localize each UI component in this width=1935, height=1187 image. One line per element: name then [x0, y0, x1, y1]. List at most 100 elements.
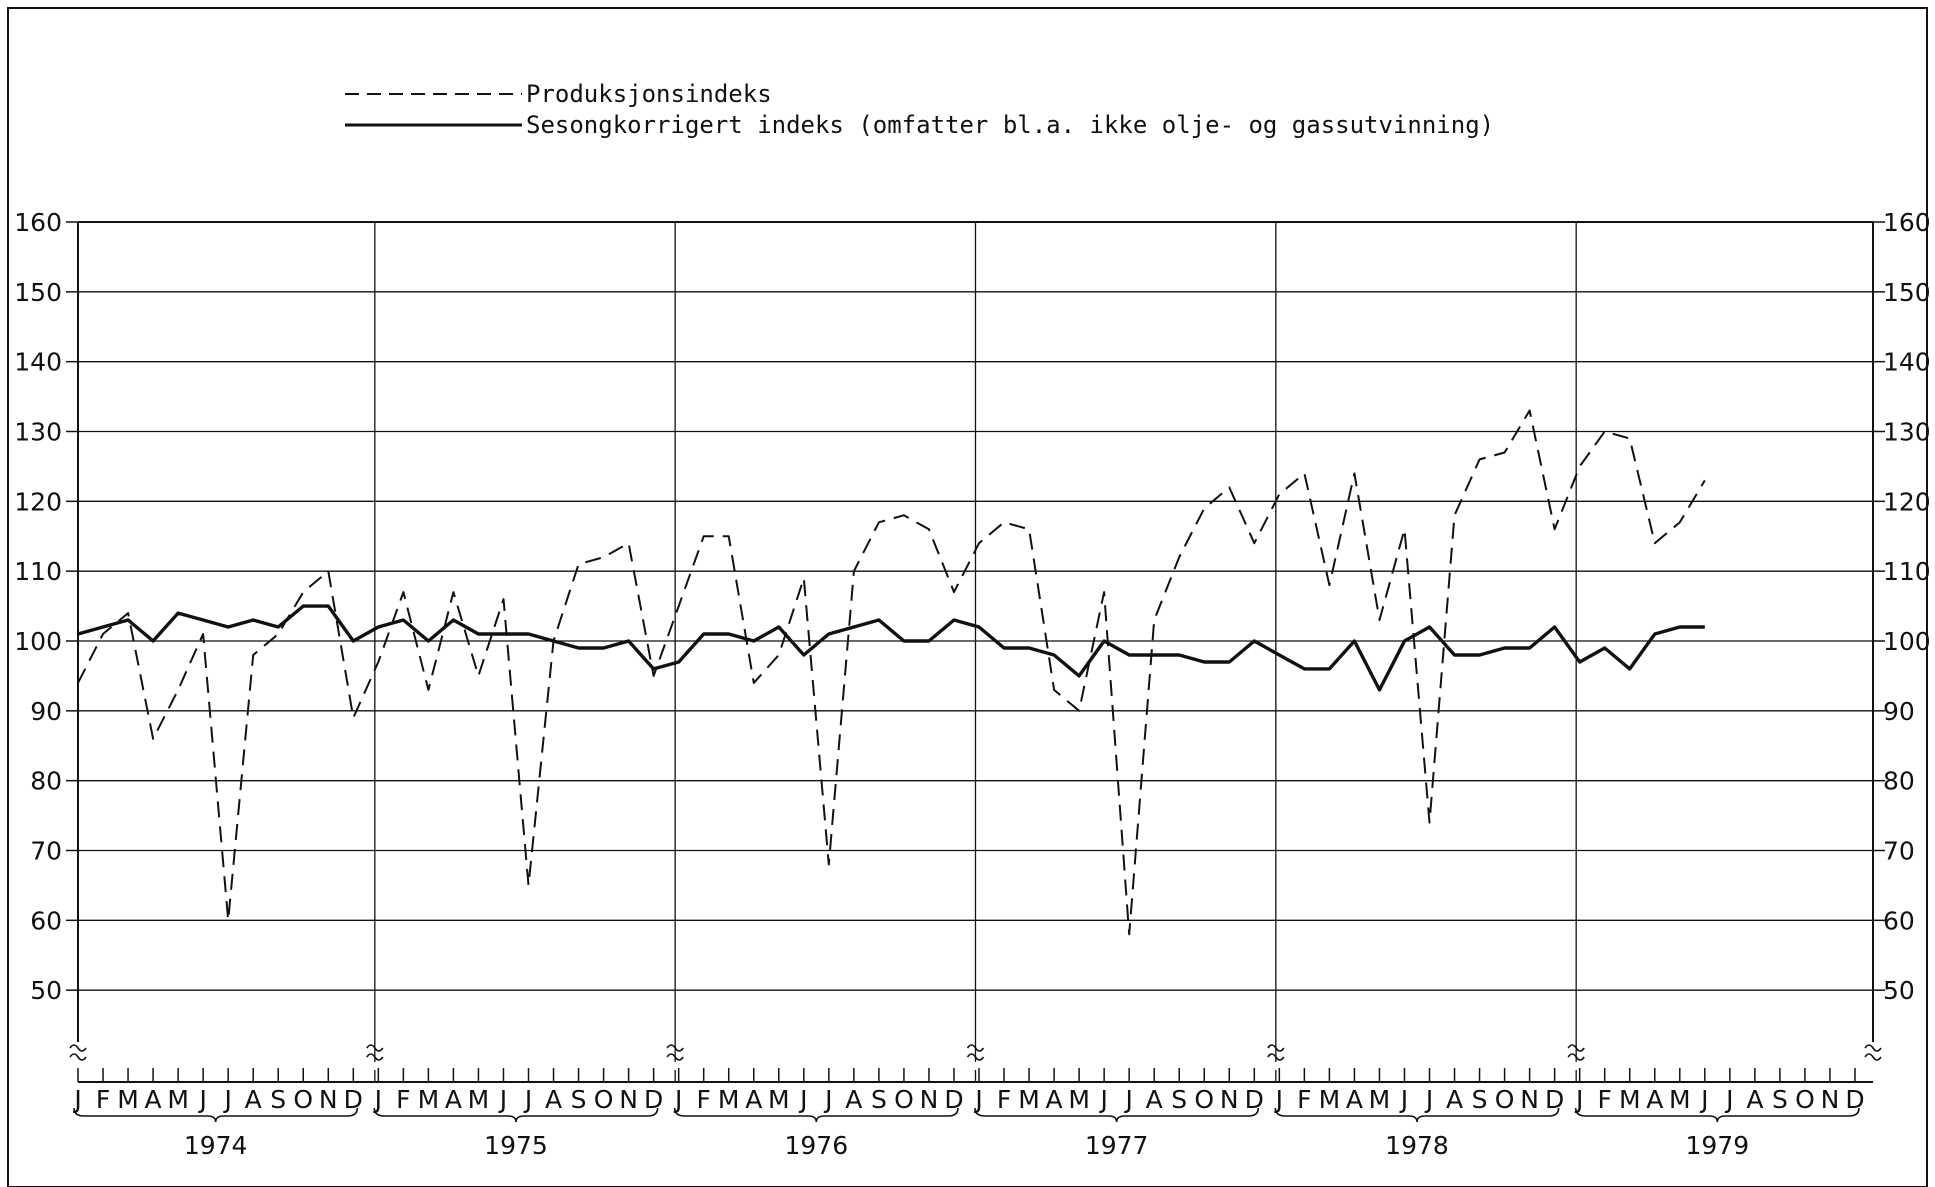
- year-label-1975: 1975: [484, 1131, 548, 1160]
- y-tick-label-left-150: 150: [14, 278, 62, 307]
- year-brace-1976: [673, 1107, 959, 1123]
- month-label: M: [117, 1085, 139, 1114]
- month-label: A: [1746, 1085, 1763, 1114]
- month-label: S: [871, 1085, 887, 1114]
- month-label: M: [718, 1085, 740, 1114]
- month-label: A: [1346, 1085, 1363, 1114]
- month-label: O: [1194, 1085, 1214, 1114]
- year-label-1979: 1979: [1686, 1131, 1750, 1160]
- month-label: J: [222, 1085, 231, 1114]
- month-label: D: [344, 1085, 363, 1114]
- y-tick-label-right-60: 60: [1883, 906, 1915, 935]
- month-label: A: [1446, 1085, 1463, 1114]
- month-label: J: [523, 1085, 532, 1114]
- y-tick-label-right-70: 70: [1883, 837, 1915, 866]
- y-tick-label-left-110: 110: [14, 557, 62, 586]
- year-brace-1979: [1574, 1107, 1860, 1123]
- month-label: J: [1098, 1085, 1107, 1114]
- axis-break-mark-4: [1267, 1044, 1285, 1061]
- month-label: J: [1274, 1085, 1283, 1114]
- series-lines: [77, 409, 1706, 936]
- grid: [78, 222, 1873, 1082]
- month-label: A: [1146, 1085, 1163, 1114]
- month-label: F: [1598, 1085, 1612, 1114]
- month-label: J: [673, 1085, 682, 1114]
- month-label: N: [319, 1085, 338, 1114]
- month-label: O: [293, 1085, 313, 1114]
- month-label: S: [571, 1085, 587, 1114]
- month-label: N: [619, 1085, 638, 1114]
- y-tick-label-right-120: 120: [1883, 487, 1931, 516]
- month-label: J: [823, 1085, 832, 1114]
- month-label: A: [1646, 1085, 1663, 1114]
- legend-label-sesongkorrigert: Sesongkorrigert indeks (omfatter bl.a. i…: [526, 111, 1494, 139]
- month-label: M: [1319, 1085, 1341, 1114]
- y-tick-label-left-80: 80: [30, 767, 62, 796]
- y-tick-label-right-110: 110: [1883, 557, 1931, 586]
- y-tick-label-left-140: 140: [14, 348, 62, 377]
- month-label: J: [373, 1085, 382, 1114]
- month-label: F: [96, 1085, 110, 1114]
- month-label: M: [1068, 1085, 1090, 1114]
- y-tick-label-right-150: 150: [1883, 278, 1931, 307]
- y-tick-label-left-120: 120: [14, 487, 62, 516]
- y-tick-label-left-90: 90: [30, 697, 62, 726]
- year-brace-1977: [974, 1107, 1260, 1123]
- year-label-1977: 1977: [1085, 1131, 1149, 1160]
- y-tick-label-right-50: 50: [1883, 976, 1915, 1005]
- month-label: M: [468, 1085, 490, 1114]
- month-label: N: [1821, 1085, 1840, 1114]
- month-label: O: [894, 1085, 914, 1114]
- month-label: J: [1724, 1085, 1733, 1114]
- month-label: F: [697, 1085, 711, 1114]
- month-label: M: [1018, 1085, 1040, 1114]
- month-label: F: [1297, 1085, 1311, 1114]
- month-label: D: [944, 1085, 963, 1114]
- axis-break-mark-3: [966, 1044, 985, 1061]
- page-frame: [7, 7, 1928, 1187]
- y-tick-label-left-160: 160: [14, 208, 62, 237]
- y-tick-label-right-100: 100: [1883, 627, 1931, 656]
- y-tick-label-left-50: 50: [30, 976, 62, 1005]
- month-label: N: [1220, 1085, 1239, 1114]
- month-label: J: [1574, 1085, 1583, 1114]
- axis-break-mark-5: [1567, 1044, 1585, 1061]
- month-label: M: [1669, 1085, 1691, 1114]
- month-label: S: [1472, 1085, 1488, 1114]
- year-label-1974: 1974: [184, 1131, 248, 1160]
- month-label: M: [768, 1085, 790, 1114]
- month-label: F: [396, 1085, 410, 1114]
- month-label: M: [418, 1085, 440, 1114]
- y-tick-label-right-160: 160: [1883, 208, 1931, 237]
- y-tick-label-right-80: 80: [1883, 767, 1915, 796]
- month-label: M: [1619, 1085, 1641, 1114]
- axis-break-mark-0: [69, 1044, 87, 1061]
- month-label: J: [498, 1085, 507, 1114]
- year-label-1976: 1976: [785, 1131, 849, 1160]
- y-tick-label-right-90: 90: [1883, 697, 1915, 726]
- year-label-1978: 1978: [1385, 1131, 1449, 1160]
- month-label: F: [997, 1085, 1011, 1114]
- month-label: J: [72, 1085, 81, 1114]
- year-brace-1978: [1274, 1107, 1560, 1123]
- y-tick-label-right-130: 130: [1883, 418, 1931, 447]
- series-line-sesongkorrigert: [77, 604, 1705, 692]
- month-label: N: [920, 1085, 939, 1114]
- month-label: O: [1495, 1085, 1515, 1114]
- month-label: D: [1245, 1085, 1264, 1114]
- legend: Produksjonsindeks Sesongkorrigert indeks…: [345, 80, 1494, 139]
- month-label: A: [145, 1085, 162, 1114]
- month-label: S: [270, 1085, 286, 1114]
- month-label: D: [1545, 1085, 1564, 1114]
- axis-break-mark-1: [366, 1044, 384, 1061]
- month-label: M: [1369, 1085, 1391, 1114]
- month-label: A: [1046, 1085, 1063, 1114]
- month-label: J: [1399, 1085, 1408, 1114]
- month-label: A: [845, 1085, 862, 1114]
- y-tick-labels: 50 50 60 60 70 70 80 80 90 90 100 100 110 110 120 120 13…: [14, 208, 1930, 1005]
- month-label: A: [445, 1085, 462, 1114]
- month-label: O: [1795, 1085, 1815, 1114]
- month-label: S: [1171, 1085, 1187, 1114]
- month-label: M: [167, 1085, 189, 1114]
